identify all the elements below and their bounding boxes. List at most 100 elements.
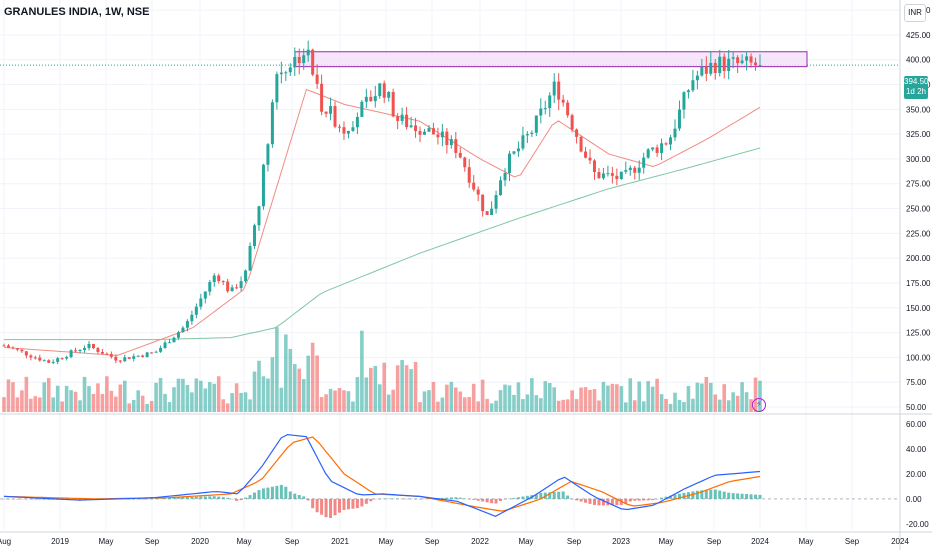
macd-histogram-bar — [754, 494, 758, 499]
candle-body — [534, 115, 538, 133]
currency-badge[interactable]: INR — [904, 4, 926, 22]
candle-body — [592, 160, 596, 173]
volume-bar — [163, 393, 167, 412]
candle-body — [727, 58, 731, 72]
volume-bar — [556, 400, 561, 412]
candle-body — [458, 152, 462, 158]
macd-histogram-bar — [270, 486, 274, 499]
candle-body — [490, 208, 494, 215]
candle-body — [615, 175, 619, 180]
macd-histogram-bar — [673, 494, 677, 499]
candle-body — [503, 172, 507, 181]
volume-bar — [686, 386, 691, 412]
candle-body — [476, 189, 480, 195]
candle-body — [324, 111, 328, 114]
macd-histogram-bar — [239, 498, 243, 501]
candle-body — [141, 355, 145, 357]
candle-body — [42, 360, 46, 362]
candle-body — [91, 343, 95, 349]
candle-body — [181, 327, 185, 333]
macd-histogram-bar — [633, 498, 637, 501]
macd-histogram-bar — [20, 498, 24, 500]
macd-histogram-bar — [677, 493, 681, 499]
macd-histogram-bar — [364, 498, 368, 504]
candle-body — [306, 49, 310, 56]
volume-bar — [507, 385, 512, 412]
macd-histogram-bar — [445, 497, 449, 499]
volume-bar — [641, 401, 646, 412]
tradingview-logo-icon[interactable]: ⚡ — [752, 398, 766, 412]
macd-histogram-bar — [181, 497, 185, 499]
volume-bar — [194, 378, 199, 412]
volume-bar — [100, 393, 105, 412]
macd-histogram-bar — [481, 498, 485, 502]
volume-bar — [512, 394, 516, 412]
candle-body — [539, 108, 543, 116]
volume-bar — [610, 383, 615, 412]
macd-histogram-bar — [145, 498, 149, 500]
macd-histogram-bar — [338, 498, 342, 513]
macd-histogram-bar — [141, 498, 145, 500]
macd-histogram-bar — [400, 498, 404, 500]
volume-bar — [369, 367, 373, 412]
macd-histogram-bar — [490, 498, 494, 504]
candle-body — [579, 136, 583, 152]
volume-bar — [570, 390, 574, 412]
candle-body — [257, 206, 261, 226]
macd-histogram-bar — [190, 496, 194, 499]
candle-body — [360, 101, 364, 117]
macd-histogram-bar — [512, 497, 516, 499]
macd-panel — [2, 433, 762, 518]
candle-body — [677, 109, 681, 129]
volume-bar — [257, 360, 261, 412]
candle-body — [172, 337, 176, 343]
macd-histogram-bar — [566, 495, 570, 499]
macd-histogram-bar — [373, 498, 377, 500]
macd-histogram-bar — [351, 498, 355, 509]
candle-body — [481, 194, 485, 212]
macd-histogram-bar — [704, 489, 708, 499]
candle-body — [405, 114, 409, 128]
volume-bar — [279, 387, 284, 412]
x-tick-label: May — [518, 537, 533, 546]
candle-body — [275, 74, 279, 103]
candle-body — [208, 282, 212, 292]
volume-bar — [6, 379, 11, 412]
macd-histogram-bar — [736, 493, 740, 499]
volume-bar — [122, 380, 127, 412]
x-tick-label: 2024 — [751, 537, 769, 546]
macd-histogram-bar — [731, 493, 735, 499]
volume-bar — [230, 393, 234, 412]
candle-body — [436, 134, 440, 138]
volume-bar — [207, 382, 212, 412]
macd-histogram-bar — [369, 498, 373, 502]
volume-bar — [51, 397, 56, 412]
candle-body — [333, 106, 337, 127]
y-tick-label: 75.00 — [906, 378, 927, 387]
candle-body — [373, 96, 377, 102]
candle-body — [570, 115, 574, 130]
candle-body — [279, 72, 283, 75]
candle-body — [83, 347, 87, 350]
candle-body — [507, 153, 511, 173]
volume-bar — [109, 390, 114, 412]
resistance-zone[interactable] — [294, 51, 808, 68]
volume-bar — [534, 395, 539, 412]
macd-histogram-bar — [6, 498, 10, 500]
macd-histogram-bar — [597, 498, 601, 506]
macd-tick-label: 60.00 — [906, 420, 927, 429]
volume-bar — [11, 382, 15, 412]
volume-bar — [78, 400, 82, 412]
candle-body — [736, 57, 740, 64]
candle-body — [463, 157, 467, 168]
candle-body — [718, 56, 722, 74]
macd-histogram-bar — [266, 487, 270, 499]
candle-body — [396, 116, 400, 121]
candle-body — [212, 275, 216, 283]
volume-bar — [668, 403, 673, 412]
volume-bar — [292, 364, 297, 412]
macd-histogram-bar — [29, 498, 33, 500]
volume-bar — [744, 392, 749, 412]
macd-histogram-bar — [355, 498, 359, 509]
